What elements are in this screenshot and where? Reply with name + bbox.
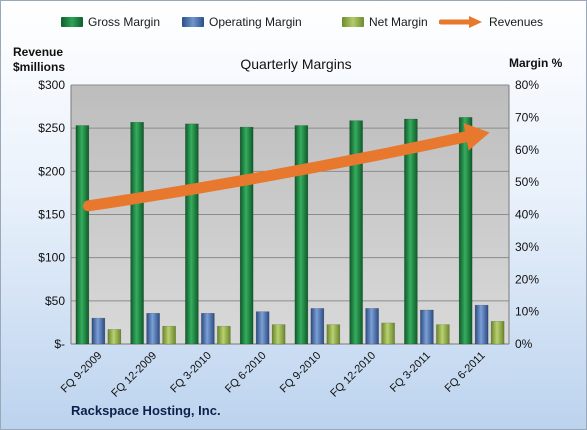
legend-item-operating: Operating Margin: [182, 15, 302, 29]
operating-margin-bar: [474, 304, 489, 345]
gross-margin-bar: [404, 118, 418, 345]
net-margin-bar: [490, 321, 505, 345]
left-tick-label: $200: [38, 164, 65, 178]
gross-margin-bar: [458, 117, 473, 345]
left-tick-label: $100: [38, 251, 65, 265]
left-tick-label: $250: [38, 121, 65, 135]
revenue-arrow-head: [463, 123, 490, 151]
x-tick-label: FQ 12-2010: [328, 350, 378, 400]
gross-margin-bar: [239, 126, 254, 345]
left-tick-label: $150: [38, 208, 65, 222]
legend-label-revenues: Revenues: [489, 15, 544, 29]
x-tick-label: FQ 9-2009: [59, 350, 105, 396]
operating-margin-bar: [91, 317, 106, 345]
right-tick-label: 10%: [515, 305, 539, 319]
left-axis-label-line1: Revenue: [13, 45, 64, 59]
legend-item-revenues: Revenues: [439, 15, 543, 29]
x-tick-label: FQ 12-2009: [109, 350, 159, 400]
company-name: Rackspace Hosting, Inc.: [71, 403, 221, 418]
revenue-arrow-line: [82, 131, 472, 212]
right-tick-label: 50%: [515, 175, 539, 189]
x-tick-label: FQ 9-2010: [278, 350, 324, 396]
legend-label-net: Net Margin: [369, 15, 428, 29]
left-axis-label: Revenue $millions: [13, 45, 65, 75]
legend-swatch-operating: [182, 17, 204, 27]
operating-margin-bar: [365, 308, 379, 345]
net-margin-bar: [381, 322, 395, 345]
right-tick-label: 60%: [515, 143, 539, 157]
gross-margin-bar: [75, 125, 90, 345]
left-axis-label-line2: $millions: [13, 60, 66, 74]
legend-label-gross: Gross Margin: [88, 15, 161, 29]
right-axis-label: Margin %: [509, 56, 563, 70]
net-margin-bar: [326, 324, 341, 345]
legend-arrow-icon: [439, 16, 482, 28]
legend-swatch-gross: [61, 17, 83, 27]
operating-margin-bar: [420, 309, 434, 345]
net-margin-bar: [436, 324, 450, 345]
x-tick-label: FQ 6-2010: [223, 350, 269, 396]
right-tick-label: 70%: [515, 110, 539, 124]
x-tick-label: FQ 6-2011: [443, 350, 488, 395]
gross-margin-bar: [130, 121, 144, 345]
operating-margin-bar: [310, 308, 325, 345]
gross-margin-bar: [349, 120, 363, 345]
net-margin-bar: [107, 329, 122, 345]
legend-item-net: Net Margin: [342, 15, 428, 29]
operating-margin-bar: [146, 312, 160, 345]
gross-margin-bar: [185, 123, 199, 345]
legend: Gross Margin Operating Margin Net Margin…: [1, 15, 586, 35]
x-tick-label: FQ 3-2010: [168, 350, 214, 396]
operating-margin-bar: [201, 312, 215, 345]
chart-title: Quarterly Margins: [240, 56, 352, 72]
legend-item-gross: Gross Margin: [61, 15, 160, 29]
right-tick-label: 80%: [515, 78, 539, 92]
legend-label-operating: Operating Margin: [209, 15, 302, 29]
left-tick-label: $300: [38, 78, 65, 92]
right-tick-label: 0%: [515, 337, 533, 351]
right-tick-label: 40%: [515, 208, 539, 222]
left-tick-label: $-: [54, 337, 65, 351]
gross-margin-bar: [294, 125, 309, 345]
right-tick-label: 30%: [515, 240, 539, 254]
right-tick-label: 20%: [515, 272, 539, 286]
x-tick-label: FQ 3-2011: [388, 350, 433, 395]
net-margin-bar: [217, 325, 231, 345]
legend-swatch-net: [342, 17, 364, 27]
net-margin-bar: [271, 324, 286, 345]
operating-margin-bar: [255, 311, 270, 345]
left-tick-label: $50: [45, 294, 65, 308]
net-margin-bar: [162, 325, 176, 345]
